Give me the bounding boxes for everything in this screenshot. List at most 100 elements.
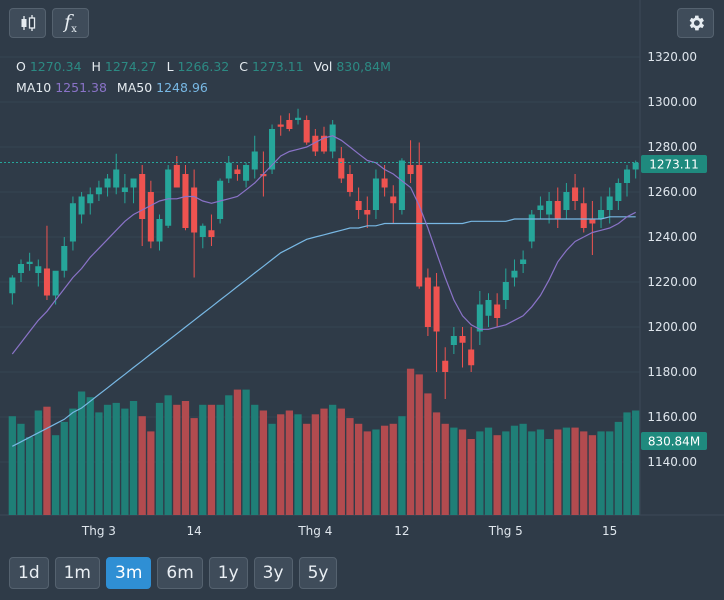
candle bbox=[104, 174, 111, 197]
volume-bar bbox=[155, 402, 164, 515]
candle bbox=[520, 250, 527, 273]
candle-body bbox=[277, 124, 284, 127]
candle-body bbox=[468, 349, 475, 366]
candle-body bbox=[632, 162, 639, 170]
volume-bar bbox=[60, 421, 68, 515]
volume-bar bbox=[337, 408, 345, 515]
candle-body bbox=[546, 201, 553, 215]
volume-bar bbox=[597, 431, 605, 515]
candle bbox=[78, 192, 85, 224]
candle bbox=[485, 293, 492, 327]
close-value: 1273.11 bbox=[251, 59, 304, 74]
candle bbox=[165, 165, 172, 228]
range-1y-button[interactable]: 1y bbox=[208, 557, 248, 589]
candle bbox=[234, 165, 241, 181]
volume-bar bbox=[623, 412, 631, 515]
candle-body bbox=[199, 225, 206, 237]
candle-body bbox=[251, 151, 258, 170]
chart-type-button[interactable] bbox=[9, 8, 46, 38]
volume-bar bbox=[606, 431, 614, 515]
range-3y-button[interactable]: 3y bbox=[253, 557, 293, 589]
high-value: 1274.27 bbox=[104, 59, 157, 74]
ma10-line bbox=[11, 135, 636, 355]
volume-value: 830,84M bbox=[336, 59, 391, 74]
candle-body bbox=[338, 158, 345, 179]
volume-bar bbox=[103, 404, 112, 515]
candle-body bbox=[312, 135, 319, 152]
candle bbox=[364, 196, 371, 228]
candle-body bbox=[225, 162, 232, 179]
volume-bar bbox=[441, 423, 449, 515]
candle bbox=[416, 142, 423, 289]
candle-body bbox=[61, 246, 68, 271]
range-6m-button[interactable]: 6m bbox=[157, 557, 203, 589]
candle-body bbox=[139, 174, 146, 219]
candle-body bbox=[537, 205, 544, 210]
volume-bar bbox=[34, 410, 42, 515]
ohlc-legend: O 1270.34 H 1274.27 L 1266.32 C 1273.11 … bbox=[16, 56, 397, 98]
function-icon: fx bbox=[64, 11, 77, 35]
candle bbox=[113, 153, 120, 195]
candle-body bbox=[563, 192, 570, 210]
volume-bar bbox=[406, 368, 415, 515]
price-tick-label: 1320.00 bbox=[647, 50, 697, 64]
volume-bar bbox=[329, 404, 337, 515]
volume-bar bbox=[424, 393, 432, 515]
volume-bar bbox=[26, 437, 34, 515]
volume-bar bbox=[251, 404, 259, 515]
candle bbox=[156, 214, 163, 251]
candle bbox=[589, 201, 596, 255]
candle-body bbox=[355, 201, 362, 210]
volume-bar bbox=[562, 427, 571, 515]
candle bbox=[173, 156, 180, 188]
price-tick-label: 1260.00 bbox=[647, 185, 697, 199]
candle-body bbox=[217, 180, 224, 219]
volume-bar bbox=[545, 439, 553, 515]
time-tick-label: Thg 3 bbox=[81, 524, 116, 538]
candle-body bbox=[364, 210, 371, 215]
candle bbox=[277, 115, 284, 136]
range-5y-button[interactable]: 5y bbox=[298, 557, 338, 589]
range-1m-button[interactable]: 1m bbox=[54, 557, 100, 589]
price-tick-label: 1300.00 bbox=[647, 95, 697, 109]
candle-body bbox=[43, 268, 50, 296]
open-value: 1270.34 bbox=[29, 59, 82, 74]
candle-body bbox=[260, 174, 267, 177]
candle bbox=[546, 192, 553, 224]
candle bbox=[623, 165, 631, 197]
candle-body bbox=[520, 259, 527, 264]
volume-bar bbox=[199, 404, 207, 515]
candle-body bbox=[398, 160, 405, 210]
volume-bar bbox=[614, 421, 622, 515]
range-1d-button[interactable]: 1d bbox=[9, 557, 49, 589]
candle bbox=[26, 252, 33, 271]
ma50-label: MA50 bbox=[116, 80, 153, 95]
candle bbox=[450, 327, 457, 354]
volume-bar bbox=[216, 404, 224, 515]
indicators-button[interactable]: fx bbox=[52, 8, 89, 38]
candle bbox=[424, 268, 431, 336]
ma10-value: 1251.38 bbox=[55, 80, 107, 95]
candle-body bbox=[346, 174, 354, 192]
candle bbox=[554, 187, 561, 228]
candle bbox=[191, 169, 198, 278]
time-tick-label: 15 bbox=[602, 524, 617, 538]
candle bbox=[511, 259, 518, 287]
candle bbox=[598, 196, 605, 228]
high-label: H bbox=[91, 59, 101, 74]
volume-bar bbox=[519, 423, 527, 515]
candle-body bbox=[329, 124, 336, 152]
settings-button[interactable] bbox=[677, 8, 714, 38]
volume-bar bbox=[259, 410, 268, 515]
candle bbox=[320, 126, 328, 154]
candle bbox=[476, 291, 483, 345]
candle-body bbox=[424, 277, 431, 327]
candle-body bbox=[572, 187, 579, 201]
candle-body bbox=[320, 135, 328, 152]
range-3m-button[interactable]: 3m bbox=[106, 557, 152, 589]
volume-bar bbox=[17, 423, 25, 515]
candle bbox=[243, 162, 250, 188]
volume-bar bbox=[311, 414, 319, 515]
candlestick-icon bbox=[21, 15, 35, 31]
